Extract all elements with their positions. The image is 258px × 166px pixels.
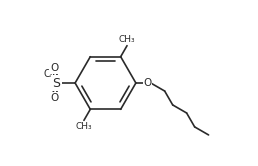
Text: S: S [52,77,60,89]
Text: CH₃: CH₃ [119,35,135,44]
Text: O: O [50,93,58,103]
Text: O: O [50,63,58,73]
Text: O: O [143,78,152,88]
Text: Cl: Cl [44,69,53,79]
Text: CH₃: CH₃ [76,122,92,131]
